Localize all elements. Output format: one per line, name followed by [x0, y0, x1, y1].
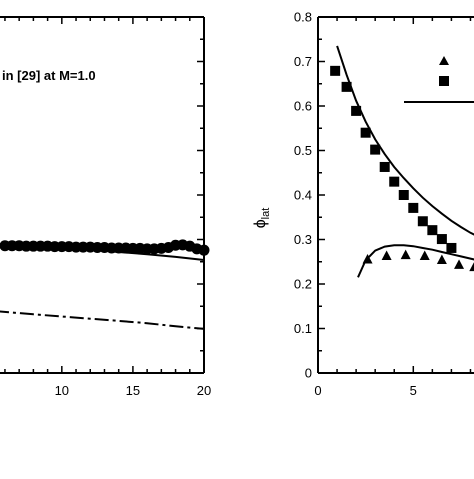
- right-square-marker-2: [351, 105, 362, 116]
- right-square-marker-1: [341, 81, 352, 92]
- left-circle-marker-29: [198, 244, 210, 256]
- right-triangle-marker-0: [362, 254, 373, 264]
- right-triangle-marker-5: [454, 259, 465, 269]
- right-y-tick-label-0: 0: [305, 366, 312, 381]
- right-square-marker-5: [379, 161, 390, 172]
- left-dashdot-line: [0, 310, 205, 330]
- legend-square-marker: [439, 76, 449, 86]
- right-lower-solid-line: [357, 244, 474, 278]
- right-y-tick-label-4: 0.4: [294, 188, 312, 203]
- right-square-marker-10: [427, 225, 438, 236]
- right-y-tick-label-2: 0.2: [294, 277, 312, 292]
- right-y-tick-label-3: 0.3: [294, 232, 312, 247]
- right-triangle-marker-3: [419, 250, 430, 260]
- right-y-tick-label-5: 0.5: [294, 143, 312, 158]
- y-axis-label-subscript: lat: [260, 208, 272, 220]
- right-square-marker-12: [446, 242, 457, 253]
- right-square-marker-4: [370, 144, 381, 155]
- right-square-marker-7: [398, 190, 409, 200]
- right-triangle-marker-2: [400, 249, 411, 260]
- right-square-marker-6: [389, 176, 400, 187]
- right-x-tick-label-0: 0: [314, 383, 321, 398]
- left-x-tick-label-20: 20: [197, 383, 211, 398]
- left-x-tick-label-10: 10: [55, 383, 69, 398]
- legend-triangle-marker: [439, 56, 449, 65]
- right-triangle-marker-6: [469, 262, 474, 272]
- left-annotation: in [29] at M=1.0: [2, 68, 96, 83]
- right-panel: 0 0.1 0.2 0.3 0.4 0.5 0.6 0.7 0.8 0 5 ϕlat: [252, 10, 474, 398]
- right-x-tick-label-5: 5: [410, 383, 417, 398]
- right-square-marker-9: [417, 216, 428, 227]
- right-triangle-marker-4: [436, 254, 447, 264]
- left-panel: 10 15 20 in [29] at M=1.0: [0, 16, 211, 398]
- right-square-marker-8: [408, 202, 419, 213]
- right-triangle-marker-1: [381, 250, 392, 260]
- left-x-tick-label-15: 15: [126, 383, 140, 398]
- right-y-axis-label: ϕlat: [252, 208, 272, 229]
- right-square-marker-11: [436, 234, 447, 245]
- right-square-marker-0: [330, 65, 341, 76]
- right-y-tick-label-6: 0.6: [294, 99, 312, 114]
- right-y-tick-label-1: 0.1: [294, 321, 312, 336]
- right-y-tick-label-8: 0.8: [294, 10, 312, 25]
- right-upper-solid-line: [336, 45, 474, 236]
- right-square-marker-3: [360, 127, 371, 138]
- right-y-tick-label-7: 0.7: [294, 54, 312, 69]
- y-axis-label-symbol: ϕ: [252, 219, 269, 228]
